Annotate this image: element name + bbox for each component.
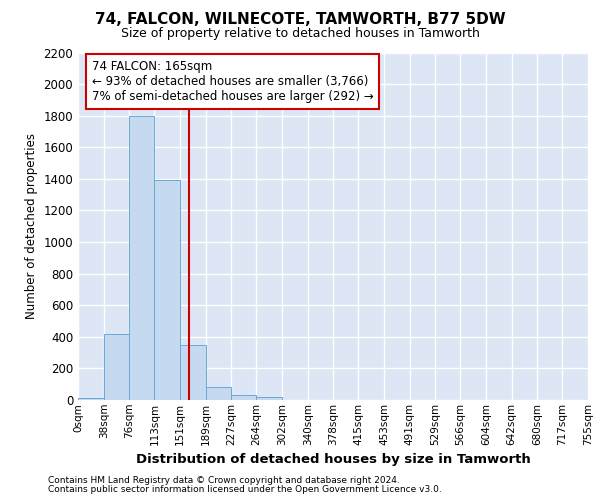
Bar xyxy=(256,397,282,400)
Bar xyxy=(180,344,206,400)
Bar xyxy=(104,334,130,400)
Bar xyxy=(78,398,104,400)
Y-axis label: Number of detached properties: Number of detached properties xyxy=(25,133,38,320)
Text: 74 FALCON: 165sqm
← 93% of detached houses are smaller (3,766)
7% of semi-detach: 74 FALCON: 165sqm ← 93% of detached hous… xyxy=(92,60,373,104)
Text: Size of property relative to detached houses in Tamworth: Size of property relative to detached ho… xyxy=(121,28,479,40)
Text: Contains public sector information licensed under the Open Government Licence v3: Contains public sector information licen… xyxy=(48,485,442,494)
Bar xyxy=(154,180,180,400)
Text: 74, FALCON, WILNECOTE, TAMWORTH, B77 5DW: 74, FALCON, WILNECOTE, TAMWORTH, B77 5DW xyxy=(95,12,505,28)
X-axis label: Distribution of detached houses by size in Tamworth: Distribution of detached houses by size … xyxy=(136,453,530,466)
Text: Contains HM Land Registry data © Crown copyright and database right 2024.: Contains HM Land Registry data © Crown c… xyxy=(48,476,400,485)
Bar xyxy=(206,388,232,400)
Bar xyxy=(232,395,256,400)
Bar xyxy=(130,116,154,400)
